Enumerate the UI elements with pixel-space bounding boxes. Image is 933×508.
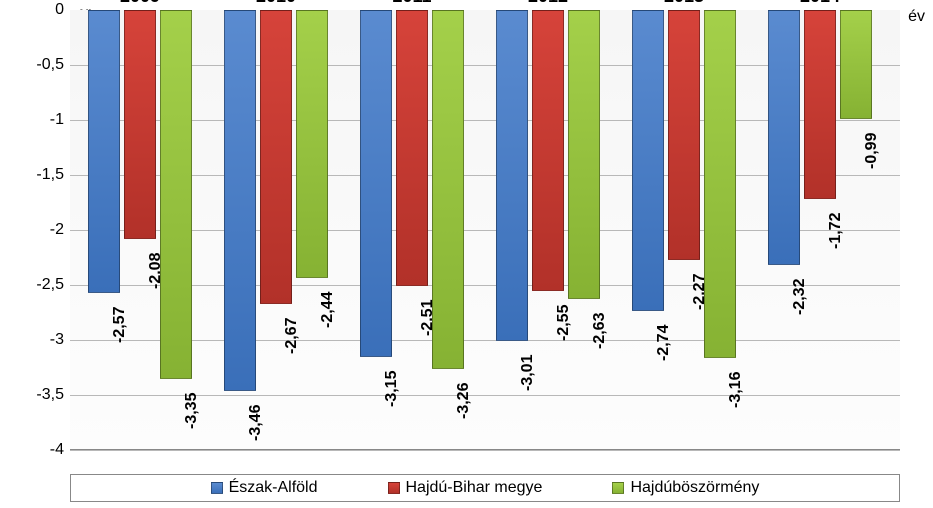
chart-container: fő év 0-0,5-1-1,5-2-2,5-3-3,5-4 2009-2,5… — [0, 0, 933, 508]
category-label: 2011 — [392, 0, 431, 7]
bar — [396, 10, 428, 286]
y-tick-label: -0,5 — [24, 56, 64, 74]
category-label: 2014 — [800, 0, 840, 7]
y-tick-label: 0 — [24, 1, 64, 19]
y-tick-label: -3 — [24, 331, 64, 349]
bar — [532, 10, 564, 291]
bar-value-label: -1,72 — [827, 213, 845, 249]
bar-value-label: -0,99 — [863, 132, 881, 168]
legend-swatch-red — [388, 482, 400, 494]
legend-label: Hajdú-Bihar megye — [406, 479, 543, 497]
y-tick-label: -1,5 — [24, 166, 64, 184]
bar-value-label: -3,26 — [455, 382, 473, 418]
legend-label: Hajdúböszörmény — [630, 479, 759, 497]
gridline — [70, 340, 900, 341]
category-label: 2012 — [528, 0, 568, 7]
bar — [704, 10, 736, 358]
category-label: 2013 — [664, 0, 704, 7]
y-tick-label: -1 — [24, 111, 64, 129]
gridline — [70, 450, 900, 451]
bar — [124, 10, 156, 239]
bar — [568, 10, 600, 299]
bar-value-label: -2,44 — [319, 292, 337, 328]
y-tick-label: -2 — [24, 221, 64, 239]
y-tick-label: -3,5 — [24, 386, 64, 404]
bar-value-label: -2,67 — [283, 317, 301, 353]
legend-swatch-green — [612, 482, 624, 494]
bar — [224, 10, 256, 391]
legend-swatch-blue — [211, 482, 223, 494]
legend: Észak-Alföld Hajdú-Bihar megye Hajdúbösz… — [70, 474, 900, 502]
bar-value-label: -3,01 — [519, 355, 537, 391]
bar — [296, 10, 328, 278]
plot-area: 2009-2,57-2,08-3,352010-3,46-2,67-2,4420… — [70, 10, 900, 450]
bar — [360, 10, 392, 357]
bar-value-label: -3,35 — [183, 392, 201, 428]
y-tick-label: -2,5 — [24, 276, 64, 294]
bar — [632, 10, 664, 311]
bar — [160, 10, 192, 379]
bar-value-label: -2,55 — [555, 304, 573, 340]
bar-value-label: -3,16 — [727, 371, 745, 407]
bar — [432, 10, 464, 369]
category-label: 2009 — [120, 0, 160, 7]
bar — [768, 10, 800, 265]
bar — [668, 10, 700, 260]
bar-value-label: -3,46 — [247, 404, 265, 440]
bar-value-label: -2,74 — [655, 325, 673, 361]
legend-item-hajduboszormeny: Hajdúböszörmény — [612, 479, 759, 497]
category-label: 2010 — [256, 0, 296, 7]
bar-value-label: -2,63 — [591, 313, 609, 349]
legend-item-eszak-alfold: Észak-Alföld — [211, 479, 318, 497]
gridline — [70, 285, 900, 286]
legend-label: Észak-Alföld — [229, 479, 318, 497]
bar-value-label: -3,15 — [383, 370, 401, 406]
bar-value-label: -2,57 — [111, 306, 129, 342]
bar — [88, 10, 120, 293]
y-tick-label: -4 — [24, 441, 64, 459]
bar — [804, 10, 836, 199]
bar-value-label: -2,32 — [791, 279, 809, 315]
bar — [840, 10, 872, 119]
x-axis-title: év — [908, 8, 925, 26]
bar — [260, 10, 292, 304]
bar — [496, 10, 528, 341]
legend-item-hajdu-bihar: Hajdú-Bihar megye — [388, 479, 543, 497]
